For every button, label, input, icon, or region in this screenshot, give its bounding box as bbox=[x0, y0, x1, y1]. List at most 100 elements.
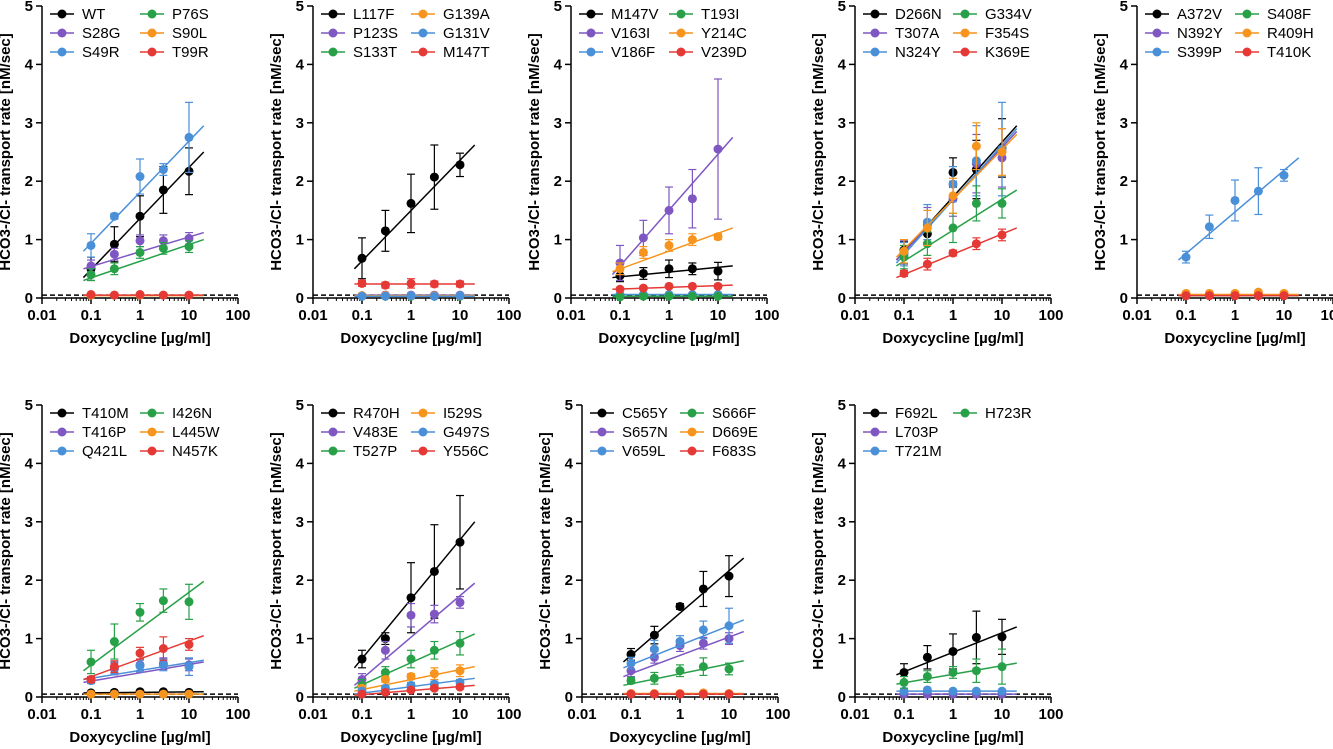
data-point bbox=[184, 132, 194, 142]
data-point bbox=[406, 291, 416, 301]
data-point bbox=[380, 280, 390, 290]
data-point bbox=[687, 264, 697, 274]
legend-label: I529S bbox=[443, 405, 482, 422]
legend-marker bbox=[418, 9, 428, 19]
y-tick-label: 2 bbox=[296, 572, 304, 589]
y-tick-label: 2 bbox=[25, 173, 33, 190]
x-tick-label: 0.01 bbox=[27, 706, 56, 723]
legend-marker bbox=[328, 9, 338, 19]
legend-marker bbox=[687, 446, 697, 456]
series-t410k bbox=[1178, 291, 1299, 301]
series-v659l bbox=[623, 607, 745, 670]
data-point bbox=[429, 291, 439, 301]
data-point bbox=[698, 625, 708, 635]
legend-label: R409H bbox=[1267, 25, 1314, 42]
x-tick-label: 0.01 bbox=[298, 706, 327, 723]
series-r470h bbox=[353, 494, 476, 669]
series-s399p bbox=[1177, 157, 1300, 264]
legend-label: S408F bbox=[1267, 6, 1311, 23]
y-tick-label: 5 bbox=[1120, 0, 1128, 15]
data-point bbox=[406, 672, 416, 682]
y-tick-label: 0 bbox=[296, 290, 304, 307]
data-point bbox=[158, 660, 168, 670]
data-point bbox=[1253, 186, 1263, 196]
legend-label: Y214C bbox=[701, 25, 747, 42]
legend-marker bbox=[57, 408, 67, 418]
chart-panel: 0.01 0.1 1 10 100 0 1 2 3 4 5 Doxycycline [µg/ml] HC… bbox=[537, 397, 791, 746]
data-point bbox=[922, 223, 932, 233]
x-axis-title: Doxycycline [µg/ml] bbox=[1164, 330, 1305, 347]
series-f683s bbox=[623, 689, 744, 699]
legend-marker bbox=[328, 28, 338, 38]
data-point bbox=[406, 593, 416, 603]
fit-line bbox=[82, 125, 205, 252]
y-tick-label: 2 bbox=[296, 173, 304, 190]
y-tick-label: 5 bbox=[25, 0, 33, 15]
legend-marker bbox=[586, 9, 596, 19]
data-point bbox=[455, 597, 465, 607]
y-tick-label: 2 bbox=[565, 572, 573, 589]
data-point bbox=[135, 607, 145, 617]
y-tick-label: 1 bbox=[565, 631, 573, 648]
y-tick-label: 1 bbox=[838, 232, 846, 249]
legend-marker bbox=[418, 446, 428, 456]
data-point bbox=[357, 291, 367, 301]
legend-marker bbox=[586, 47, 596, 57]
legend-marker bbox=[870, 47, 880, 57]
y-tick-label: 3 bbox=[838, 514, 846, 531]
y-tick-label: 5 bbox=[554, 0, 562, 15]
y-tick-label: 2 bbox=[838, 173, 846, 190]
y-tick-label: 0 bbox=[565, 689, 573, 706]
y-tick-label: 4 bbox=[1120, 56, 1129, 73]
legend-marker bbox=[57, 28, 67, 38]
x-tick-label: 100 bbox=[225, 706, 250, 723]
legend-label: N392Y bbox=[1177, 25, 1223, 42]
data-point bbox=[649, 644, 659, 654]
data-point bbox=[135, 211, 145, 221]
data-point bbox=[638, 268, 648, 278]
y-tick-label: 0 bbox=[296, 689, 304, 706]
legend-label: R470H bbox=[353, 405, 400, 422]
x-tick-label: 0.1 bbox=[81, 307, 102, 324]
data-point bbox=[638, 233, 648, 243]
series-t416p bbox=[83, 657, 204, 684]
data-point bbox=[675, 689, 685, 699]
x-tick-label: 0.01 bbox=[27, 307, 56, 324]
legend-marker bbox=[676, 47, 686, 57]
data-point bbox=[626, 658, 636, 668]
chart-panel: 0.01 0.1 1 10 100 0 1 2 3 4 5 Doxycycline [µg/ml] HC… bbox=[0, 0, 251, 347]
series-t193i bbox=[612, 291, 733, 302]
data-point bbox=[86, 689, 96, 699]
data-point bbox=[406, 654, 416, 664]
legend-marker bbox=[418, 47, 428, 57]
series-y214c bbox=[612, 227, 734, 276]
legend-label: T193I bbox=[701, 6, 739, 23]
data-point bbox=[971, 239, 981, 249]
data-point bbox=[626, 649, 636, 659]
series-n457k bbox=[83, 634, 205, 684]
legend-label: V163I bbox=[611, 25, 650, 42]
series-p76s bbox=[83, 238, 204, 282]
data-point bbox=[664, 240, 674, 250]
legend-marker bbox=[418, 427, 428, 437]
legend: F692L L703P T721M H723R bbox=[863, 405, 1032, 460]
y-tick-label: 3 bbox=[838, 115, 846, 132]
legend-marker bbox=[328, 408, 338, 418]
y-tick-label: 0 bbox=[554, 290, 562, 307]
fit-line bbox=[82, 580, 205, 672]
legend-label: S28G bbox=[82, 25, 120, 42]
data-point bbox=[184, 597, 194, 607]
y-axis-title: HCO3-/Cl- transport rate [nM/sec] bbox=[526, 33, 543, 271]
data-point bbox=[971, 632, 981, 642]
legend-label: G131V bbox=[443, 25, 490, 42]
x-tick-label: 1 bbox=[407, 706, 415, 723]
x-axis-title: Doxycycline [µg/ml] bbox=[598, 330, 739, 347]
data-point bbox=[997, 662, 1007, 672]
fit-line bbox=[83, 659, 204, 681]
data-point bbox=[1279, 291, 1289, 301]
data-point bbox=[675, 666, 685, 676]
data-point bbox=[380, 291, 390, 301]
y-tick-label: 3 bbox=[25, 514, 33, 531]
fit-line bbox=[353, 144, 476, 270]
legend-marker bbox=[57, 47, 67, 57]
